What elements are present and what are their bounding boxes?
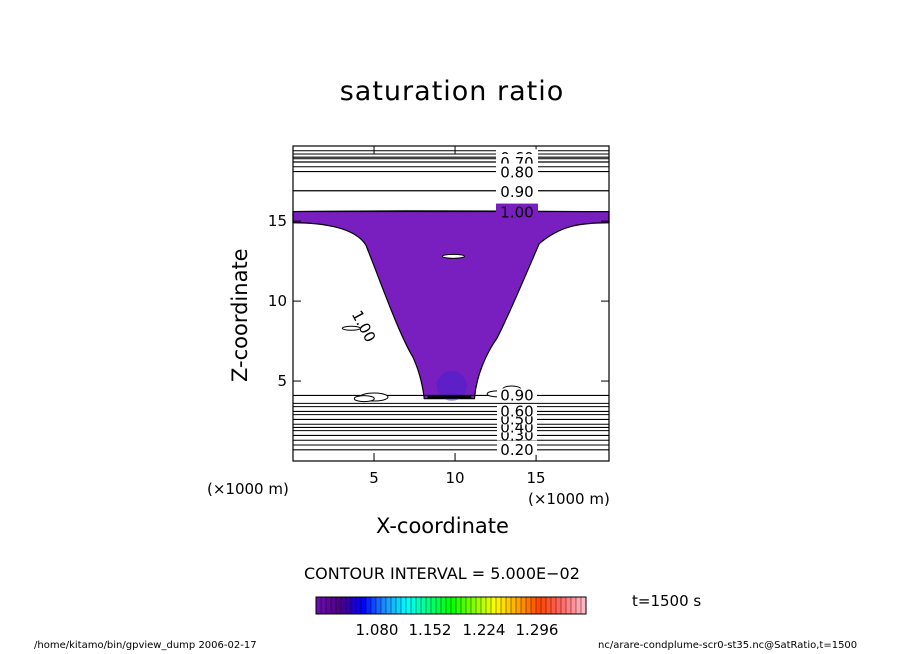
colorbar-swatch — [470, 596, 477, 615]
colorbar-swatch — [525, 596, 532, 615]
colorbar-swatch — [445, 596, 452, 615]
colorbar-swatch — [415, 596, 422, 615]
colorbar-swatch — [545, 596, 552, 615]
colorbar-tick-label: 1.296 — [516, 621, 559, 639]
colorbar-swatch — [465, 596, 472, 615]
colorbar-swatch — [505, 596, 512, 615]
contour-interval-text: CONTOUR INTERVAL = 5.000E−02 — [304, 564, 580, 583]
contour-label-bg — [496, 163, 538, 178]
footer-right: nc/arare-condplume-scr0-st35.nc@SatRatio… — [598, 640, 858, 651]
contour-label: 1.00 — [500, 204, 533, 222]
colorbar-swatch — [335, 596, 342, 615]
colorbar-swatch — [400, 596, 407, 615]
cloud-base-line — [427, 395, 472, 399]
contour-label: 0.20 — [500, 441, 533, 459]
x-tick-label: 5 — [369, 469, 379, 487]
x-tick-label: 15 — [527, 469, 546, 487]
colorbar-swatch — [495, 596, 502, 615]
axis-ticks: 5 10 15 5 10 15 — [268, 146, 609, 487]
colorbar-swatch — [530, 596, 537, 615]
colorbar-swatch — [550, 596, 557, 615]
contour-label-bg — [496, 182, 538, 197]
contour-label: 0.80 — [500, 164, 533, 182]
colorbar-swatch — [455, 596, 462, 615]
colorbar-swatch — [490, 596, 497, 615]
colorbar: 1.080 1.152 1.224 1.296 — [315, 596, 587, 639]
footer-left: /home/kitamo/bin/gpview_dump 2006-02-17 — [34, 640, 257, 651]
colorbar-swatch — [420, 596, 427, 615]
colorbar-swatch — [565, 596, 572, 615]
colorbar-swatch — [535, 596, 542, 615]
colorbar-swatch — [320, 596, 327, 615]
colorbar-swatch — [475, 596, 482, 615]
colorbar-tick-label: 1.080 — [356, 621, 399, 639]
colorbar-swatch — [555, 596, 562, 615]
y-tick-label: 15 — [268, 212, 287, 230]
colorbar-swatch — [515, 596, 522, 615]
colorbar-frame — [315, 596, 587, 615]
colorbar-swatch — [375, 596, 382, 615]
colorbar-swatch — [540, 596, 547, 615]
plume-core — [436, 370, 467, 401]
colorbar-tick-label: 1.224 — [463, 621, 506, 639]
closed-contour — [353, 395, 375, 403]
colorbar-tick-label: 1.152 — [409, 621, 452, 639]
colorbar-swatch — [315, 596, 322, 615]
colorbar-swatch — [390, 596, 397, 615]
y-axis-label: Z-coordinate — [228, 248, 252, 382]
colorbar-swatch — [560, 596, 567, 615]
x-axis-unit: (×1000 m) — [528, 490, 610, 508]
contour-label-bg — [497, 404, 537, 417]
colorbar-swatch — [570, 596, 577, 615]
colorbar-swatch — [440, 596, 447, 615]
x-tick-label: 10 — [446, 469, 465, 487]
y-tick-label: 10 — [268, 292, 287, 310]
colorbar-swatch — [520, 596, 527, 615]
colorbar-swatch — [325, 596, 332, 615]
colorbar-swatch — [365, 596, 372, 615]
colorbar-swatch — [460, 596, 467, 615]
contour-label: 0.90 — [500, 183, 533, 201]
contour-label-bg — [496, 203, 538, 218]
colorbar-swatch — [330, 596, 337, 615]
colorbar-swatch — [350, 596, 357, 615]
x-axis-label: X-coordinate — [376, 514, 509, 538]
supersaturated-region — [292, 210, 610, 400]
colorbar-swatch — [355, 596, 362, 615]
colorbar-swatch — [345, 596, 352, 615]
colorbar-swatch — [340, 596, 347, 615]
colorbar-swatch — [405, 596, 412, 615]
colorbar-swatch — [485, 596, 492, 615]
contour-label: 0.60 — [500, 402, 533, 420]
colorbar-swatch — [425, 596, 432, 615]
colorbar-swatch — [430, 596, 437, 615]
colorbar-swatch — [380, 596, 387, 615]
colorbar-swatch — [575, 596, 582, 615]
colorbar-swatch — [360, 596, 367, 615]
plot-frame — [292, 145, 610, 462]
closed-contour — [341, 325, 361, 331]
closed-contour — [441, 253, 465, 259]
colorbar-swatch — [500, 596, 507, 615]
contour-label: 0.90 — [500, 386, 533, 404]
colorbar-swatch — [385, 596, 392, 615]
y-axis-unit: (×1000 m) — [207, 480, 289, 498]
y-tick-label: 5 — [277, 372, 287, 390]
colorbar-swatch — [410, 596, 417, 615]
plot-fills — [292, 210, 610, 401]
colorbar-swatch — [510, 596, 517, 615]
colorbar-swatch — [480, 596, 487, 615]
chart-title: saturation ratio — [339, 76, 565, 107]
colorbar-swatch — [435, 596, 442, 615]
contour-label-bg — [497, 442, 537, 455]
colorbar-swatch — [450, 596, 457, 615]
colorbar-swatch — [370, 596, 377, 615]
colorbar-swatch — [395, 596, 402, 615]
plot-lines — [293, 150, 609, 451]
time-label: t=1500 s — [632, 592, 702, 610]
contour-label-bg — [497, 388, 537, 401]
